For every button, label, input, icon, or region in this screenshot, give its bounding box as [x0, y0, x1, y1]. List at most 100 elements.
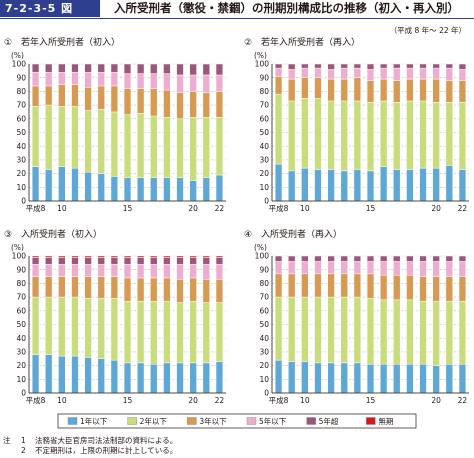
bar-segment: [136, 362, 145, 394]
bar-segment: [274, 296, 283, 361]
bar-segment: [176, 255, 184, 258]
y-tick-label: 70: [259, 101, 269, 110]
x-tick-label: 20: [431, 396, 441, 405]
bar-segment: [288, 296, 296, 362]
y-tick-label: 0: [264, 197, 269, 206]
legend-swatch: [127, 417, 137, 425]
bar-segment: [353, 169, 362, 202]
bar-segment: [31, 71, 40, 87]
bar-segment: [432, 167, 440, 202]
bar-segment: [110, 63, 119, 73]
bar-segment: [432, 276, 440, 302]
bar-segment: [110, 257, 119, 265]
bar-segment: [150, 257, 158, 265]
bar-segment: [327, 100, 335, 170]
bar-segment: [215, 63, 224, 76]
note-row: 注 1 法務省大臣官房司法法制部の資料による。: [3, 436, 473, 446]
panel-number: ④: [244, 230, 252, 240]
y-tick-label: 30: [259, 348, 269, 357]
bar-segment: [163, 362, 171, 394]
legend-label: 1年以下: [80, 416, 108, 426]
bar-segment: [97, 108, 105, 174]
bar-segment: [366, 255, 375, 262]
y-tick-label: 20: [259, 169, 269, 178]
bar-segment: [288, 78, 296, 102]
bar-segment: [110, 71, 119, 87]
bar-segment: [31, 354, 40, 394]
bar-segment: [58, 296, 66, 357]
bar-segment: [406, 100, 414, 170]
bar-segment: [366, 80, 375, 103]
bar-segment: [189, 117, 197, 181]
bar-segment: [353, 261, 362, 275]
bar-segment: [163, 263, 171, 279]
bar-segment: [340, 100, 348, 172]
y-tick-label: 60: [16, 114, 26, 123]
bar-segment: [419, 67, 427, 80]
bar-segment: [176, 118, 184, 178]
bar-segment: [163, 255, 171, 258]
legend-swatch: [366, 417, 376, 425]
bar-segment: [176, 263, 184, 280]
bar-segment: [58, 276, 66, 298]
x-tick-label: 22: [215, 204, 225, 213]
bar-segment: [202, 279, 210, 303]
bar-segment: [406, 67, 414, 80]
bar-segment: [150, 73, 158, 89]
bar-segment: [379, 67, 388, 80]
legend-label: 2年以下: [140, 416, 168, 426]
bar-segment: [136, 255, 145, 258]
x-tick-label: 10: [57, 396, 67, 405]
x-tick-label: 平成8: [269, 203, 289, 213]
bar-segment: [215, 117, 224, 176]
bar-segment: [458, 169, 467, 202]
bar-segment: [379, 363, 388, 394]
bar-segment: [301, 361, 309, 394]
bar-segment: [31, 255, 40, 258]
bar-segment: [163, 300, 171, 364]
bar-segment: [215, 361, 224, 394]
x-tick-label: 15: [123, 396, 133, 405]
bar-segment: [379, 166, 388, 202]
bar-segment: [31, 263, 40, 277]
bar-segment: [110, 263, 119, 277]
bar-segment: [274, 359, 283, 394]
bar-segment: [288, 261, 296, 275]
bar-segment: [71, 255, 79, 258]
figure-number: 7-2-3-5 図: [0, 0, 100, 17]
bar-segment: [432, 300, 440, 366]
bar-segment: [288, 69, 296, 80]
bar-segment: [189, 300, 197, 364]
note-number: 1: [21, 436, 26, 445]
y-tick-label: 0: [264, 389, 269, 398]
bar-segment: [419, 63, 427, 69]
bar-segment: [314, 98, 322, 170]
bar-segment: [215, 74, 224, 92]
bar-segment: [340, 170, 348, 202]
bar-segment: [189, 91, 197, 118]
bar-segment: [215, 279, 224, 303]
bar-segment: [340, 273, 348, 298]
bar-segment: [379, 63, 388, 69]
bar-segment: [301, 67, 309, 78]
bar-segment: [340, 63, 348, 69]
bar-segment: [58, 84, 66, 107]
bar-segment: [445, 300, 453, 365]
bar-segment: [189, 74, 197, 92]
bar-segment: [136, 263, 145, 279]
bar-segment: [150, 363, 158, 394]
bar-segment: [123, 300, 132, 364]
y-tick-label: 90: [259, 73, 269, 82]
legend-swatch: [306, 417, 316, 425]
bar-segment: [314, 296, 322, 364]
bar-segment: [202, 257, 210, 265]
bar-segment: [366, 170, 375, 202]
y-unit-label: (%): [254, 51, 267, 60]
bar-segment: [189, 180, 197, 202]
bar-segment: [432, 78, 440, 103]
bar-segment: [189, 255, 197, 258]
bar-segment: [327, 69, 335, 80]
x-tick-label: 22: [458, 396, 468, 405]
y-tick-label: 50: [259, 320, 269, 329]
bar-segment: [150, 177, 158, 202]
